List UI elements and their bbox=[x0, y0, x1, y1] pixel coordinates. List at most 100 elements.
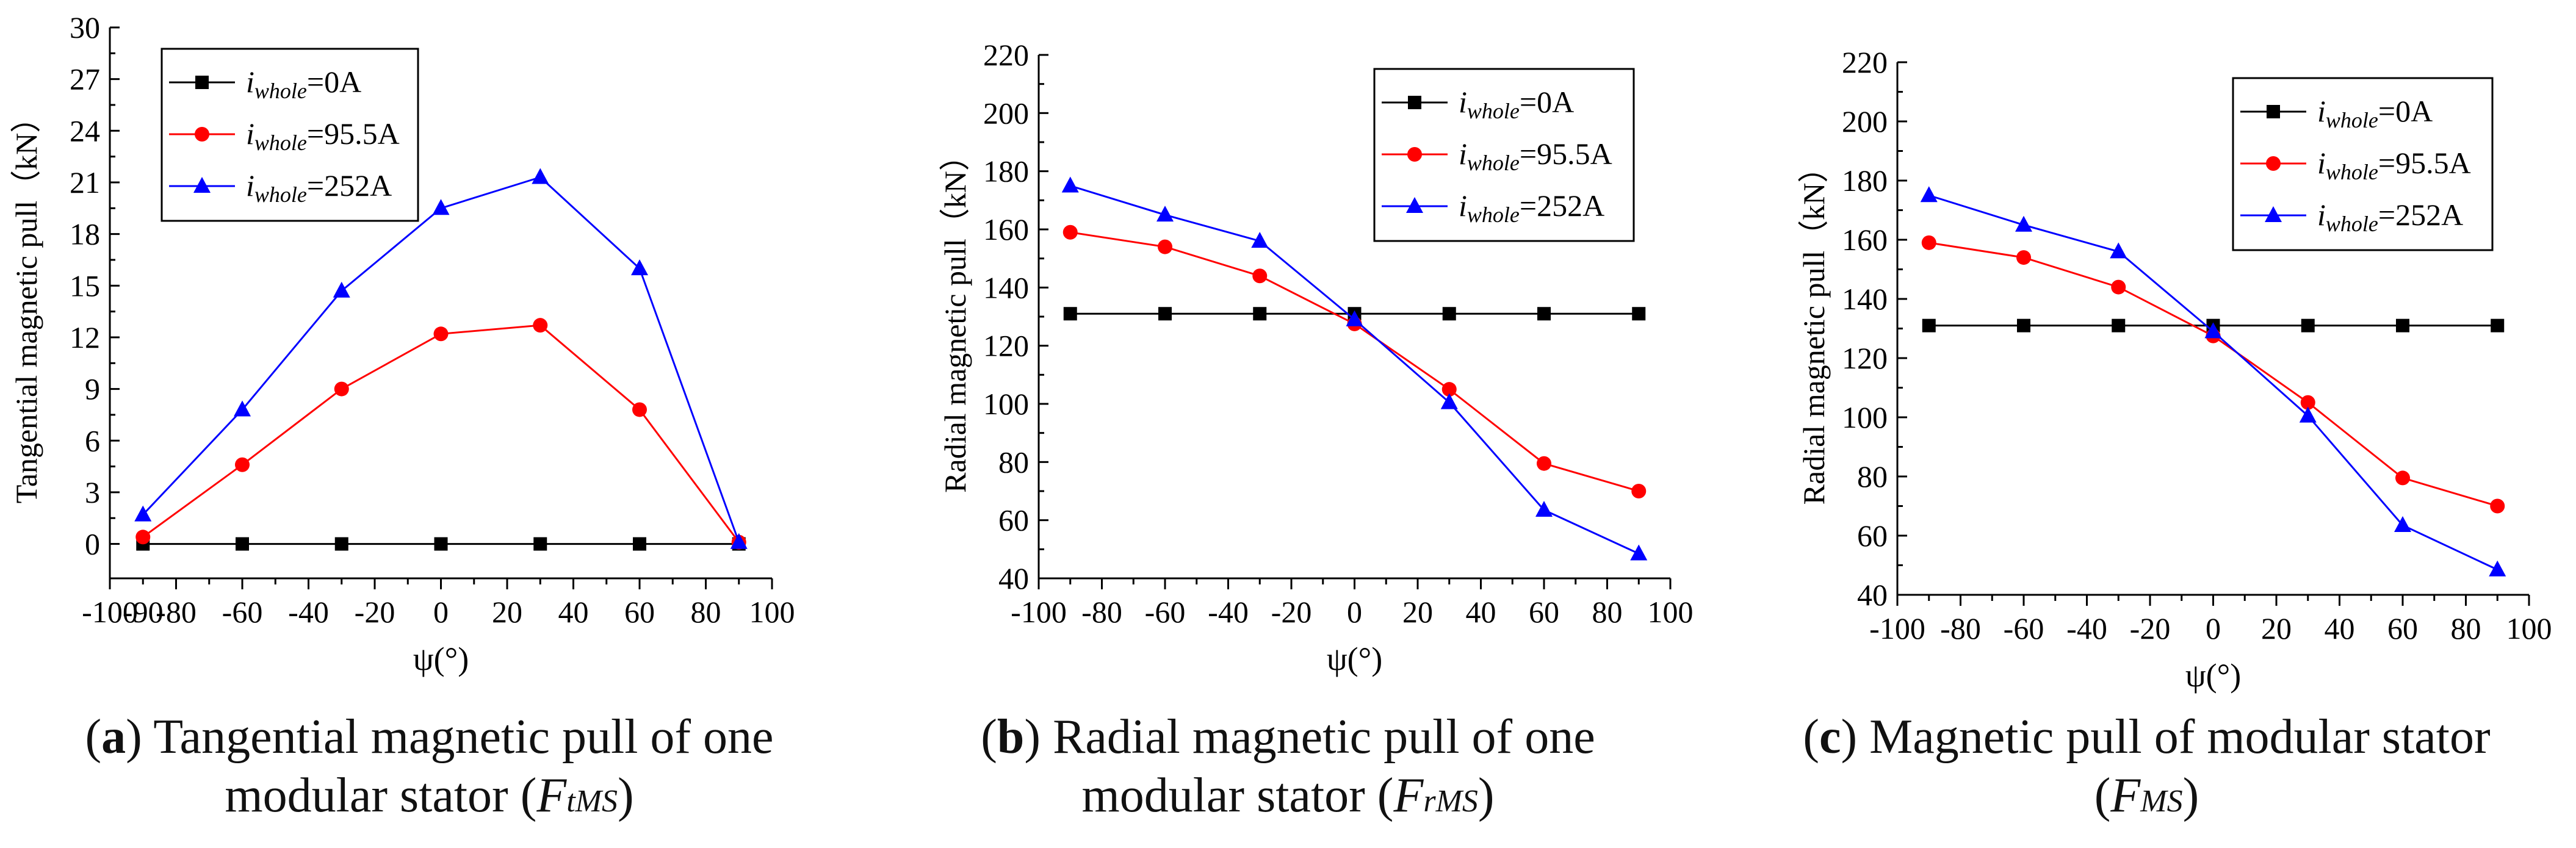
data-point bbox=[432, 199, 450, 215]
legend-marker bbox=[195, 76, 209, 89]
y-tick-label: 180 bbox=[983, 154, 1029, 189]
series-line-3 bbox=[142, 176, 740, 543]
x-tick-label: 60 bbox=[2387, 611, 2418, 645]
data-point bbox=[2017, 318, 2030, 332]
caption-b: (b) Radial magnetic pull of one modular … bbox=[981, 710, 1595, 822]
data-point bbox=[1441, 382, 1457, 397]
data-point bbox=[1253, 307, 1267, 321]
data-point bbox=[632, 402, 647, 417]
series-line-2 bbox=[1928, 242, 2498, 507]
legend-marker bbox=[2266, 156, 2281, 171]
x-tick-label: -40 bbox=[288, 595, 329, 629]
data-point bbox=[1537, 307, 1551, 321]
caption-a: (a) Tangential magnetic pull of one modu… bbox=[85, 710, 774, 822]
x-tick-label: 0 bbox=[2206, 611, 2221, 645]
data-point bbox=[2490, 498, 2505, 514]
data-point bbox=[1156, 206, 1174, 222]
y-tick-label: 200 bbox=[983, 96, 1029, 130]
data-point bbox=[633, 537, 646, 551]
legend-label: iwhole=0A bbox=[2317, 94, 2433, 132]
series-line-3 bbox=[1928, 194, 2498, 571]
x-tick-label: 60 bbox=[1529, 595, 1559, 629]
y-tick-label: 160 bbox=[983, 212, 1029, 246]
data-point bbox=[1252, 268, 1268, 284]
x-tick-label: -80 bbox=[1081, 595, 1122, 629]
y-tick-label: 18 bbox=[70, 217, 100, 251]
data-point bbox=[2299, 406, 2317, 423]
y-tick-label: 140 bbox=[1842, 282, 1888, 316]
data-point bbox=[1630, 544, 1648, 561]
x-tick-label: 40 bbox=[1466, 595, 1496, 629]
data-point bbox=[2489, 560, 2506, 577]
data-point bbox=[2015, 215, 2032, 232]
data-point bbox=[2395, 470, 2410, 486]
x-tick-label: 20 bbox=[1402, 595, 1433, 629]
data-point bbox=[1063, 307, 1077, 321]
x-tick-label: -20 bbox=[1271, 595, 1312, 629]
data-point bbox=[1251, 232, 1269, 248]
x-tick-label: 40 bbox=[558, 595, 589, 629]
y-tick-label: 21 bbox=[70, 165, 100, 199]
data-point bbox=[631, 259, 648, 276]
data-point bbox=[334, 381, 349, 397]
data-point bbox=[2394, 516, 2411, 533]
data-point bbox=[533, 318, 548, 333]
legend-marker bbox=[2265, 206, 2282, 222]
y-tick-label: 100 bbox=[1842, 400, 1888, 434]
x-tick-label: -100 bbox=[82, 595, 138, 629]
data-point bbox=[1631, 484, 1647, 498]
y-tick-label: 180 bbox=[1842, 163, 1888, 198]
series-line-2 bbox=[1070, 231, 1639, 492]
y-tick-label: 60 bbox=[998, 503, 1029, 537]
legend-marker bbox=[1408, 96, 1421, 109]
y-axis-label: Tangential magnetic pull（kN） bbox=[9, 102, 43, 503]
legend-label: iwhole=252A bbox=[2317, 198, 2463, 236]
data-point bbox=[2110, 242, 2127, 259]
x-tick-label: 100 bbox=[2506, 611, 2552, 645]
legend-label: iwhole=0A bbox=[1459, 85, 1574, 123]
y-tick-label: 60 bbox=[1857, 519, 1888, 553]
x-tick-label: 0 bbox=[433, 595, 449, 629]
x-tick-label: 80 bbox=[691, 595, 721, 629]
x-tick-label: 100 bbox=[1648, 595, 1694, 629]
series-line-2 bbox=[142, 324, 740, 543]
data-point bbox=[1920, 186, 1938, 203]
x-tick-label: -20 bbox=[355, 595, 395, 629]
y-tick-label: 120 bbox=[983, 329, 1029, 363]
data-point bbox=[1346, 310, 1363, 326]
y-axis-label: Radial magnetic pull（kN） bbox=[938, 140, 972, 493]
data-point bbox=[2300, 395, 2315, 410]
x-tick-label: -100 bbox=[1011, 595, 1067, 629]
legend-label: iwhole=95.5A bbox=[2317, 146, 2471, 184]
x-tick-label: -40 bbox=[1208, 595, 1249, 629]
x-tick-label: 20 bbox=[2261, 611, 2292, 645]
x-axis-label: ψ(°) bbox=[1327, 641, 1382, 677]
y-tick-label: 220 bbox=[983, 38, 1029, 72]
data-point bbox=[2204, 322, 2222, 339]
data-point bbox=[1537, 456, 1551, 471]
legend-marker bbox=[1407, 147, 1422, 162]
data-point bbox=[134, 505, 152, 522]
legend-label: iwhole=252A bbox=[246, 168, 392, 207]
y-tick-label: 15 bbox=[70, 268, 100, 303]
legend-marker bbox=[2267, 105, 2280, 118]
y-tick-label: 220 bbox=[1842, 45, 1888, 79]
data-point bbox=[1442, 307, 1456, 321]
data-point bbox=[1158, 239, 1172, 254]
legend-marker bbox=[193, 177, 211, 193]
data-point bbox=[532, 168, 549, 184]
data-point bbox=[2111, 279, 2126, 295]
x-tick-label: -80 bbox=[1940, 611, 1981, 645]
y-tick-label: 3 bbox=[85, 475, 100, 509]
data-point bbox=[434, 537, 448, 551]
y-tick-label: 6 bbox=[85, 423, 100, 458]
chart-panel-a: 0 3 6 9 12 15 18 21 24 27 30 -100 -90 -80 -60 -40 -20 0 20… bbox=[0, 0, 859, 848]
data-point bbox=[2016, 250, 2031, 265]
data-point bbox=[2491, 318, 2505, 332]
x-tick-label: -60 bbox=[222, 595, 263, 629]
data-point bbox=[2396, 318, 2409, 332]
y-tick-label: 30 bbox=[70, 10, 100, 45]
data-point bbox=[1440, 393, 1458, 409]
